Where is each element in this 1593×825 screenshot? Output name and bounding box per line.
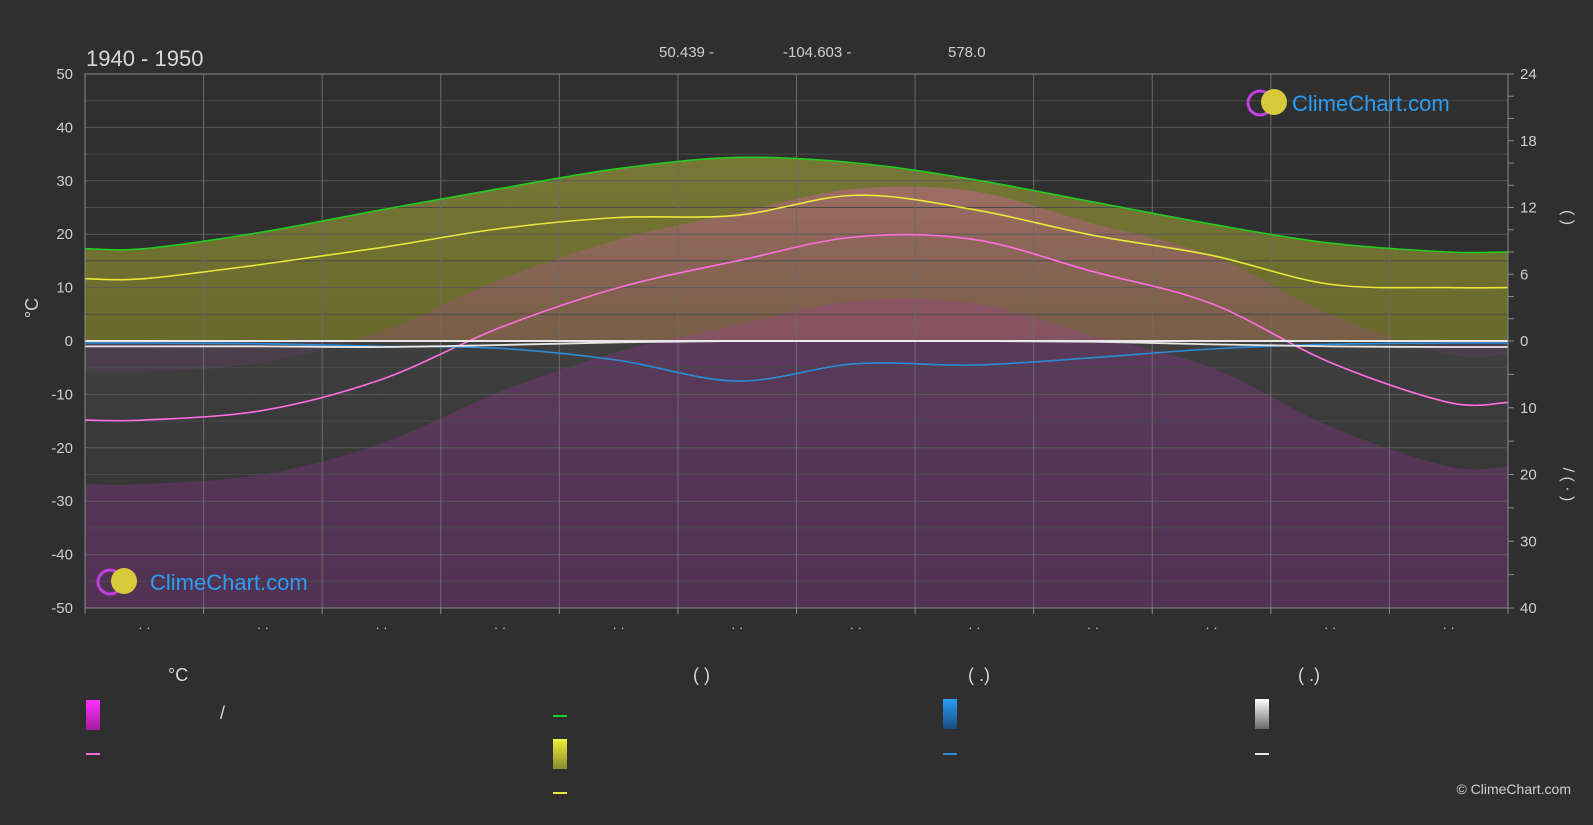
y-axis-label-right-upper: ( )	[1559, 210, 1576, 225]
legend-precip-mean-swatch	[943, 753, 957, 755]
x-tick-label: · ·	[257, 620, 269, 635]
x-tick-label: · ·	[1087, 620, 1099, 635]
logo-bottom: ClimeChart.com	[96, 568, 308, 596]
x-tick-label: · ·	[375, 620, 387, 635]
legend-daylight-header: ( )	[693, 665, 710, 685]
legend-temp-range-swatch	[86, 700, 100, 730]
elevation-label: 578.0	[948, 44, 986, 61]
y-tick-label-left: 10	[56, 280, 73, 297]
series-line-sunshine	[84, 194, 1509, 289]
y-tick-label-left: 0	[65, 333, 73, 350]
logo-text-bottom: ClimeChart.com	[150, 570, 308, 595]
x-tick-label: · ·	[138, 620, 150, 635]
y-axis-label-right-lower: / ( · )	[1559, 468, 1576, 502]
y-tick-label-right-upper: 24	[1520, 66, 1537, 83]
longitude-label: -104.603 -	[783, 44, 852, 61]
y-tick-label-left: 50	[56, 66, 73, 83]
y-tick-label-right-upper: 6	[1520, 266, 1528, 283]
logo-sun-icon	[111, 568, 137, 594]
legend-temp-range-separator: /	[220, 703, 226, 723]
legend-temp-mean-swatch	[86, 753, 100, 755]
y-tick-label-left: 20	[56, 226, 73, 243]
y-tick-label-right-upper: 0	[1520, 333, 1528, 350]
y-tick-label-left: 30	[56, 173, 73, 190]
logo-sun-icon	[1261, 89, 1287, 115]
x-tick-label: · ·	[1324, 620, 1336, 635]
logo-text-top: ClimeChart.com	[1292, 91, 1450, 116]
legend-sunshine-swatch	[553, 792, 567, 794]
y-tick-label-right-lower: 40	[1520, 600, 1537, 617]
x-tick-label: · ·	[850, 620, 862, 635]
x-tick-label: · ·	[731, 620, 743, 635]
chart-period-title: 1940 - 1950	[86, 46, 204, 71]
y-axis-label-left: °C	[22, 298, 42, 318]
x-tick-label: · ·	[612, 620, 624, 635]
y-tick-label-right-upper: 18	[1520, 133, 1537, 150]
climate-chart: 50 40 30 20 10 0 -10 -20 -30 -40 -50 °C 24 18 12 6 0 10 20…	[22, 66, 1576, 635]
copyright: © ClimeChart.com	[1456, 781, 1571, 797]
legend-precip-range-swatch	[943, 699, 957, 729]
legend-precip-header: ( .)	[968, 665, 990, 685]
x-tick-label: · ·	[494, 620, 506, 635]
legend-snow-mean-swatch	[1255, 753, 1269, 755]
legend-snow-range-swatch	[1255, 699, 1269, 729]
x-tick-label: · ·	[968, 620, 980, 635]
y-tick-label-left: -40	[51, 547, 73, 564]
latitude-label: 50.439 -	[659, 44, 715, 61]
y-tick-label-right-lower: 20	[1520, 467, 1537, 484]
y-tick-label-left: 40	[56, 119, 73, 136]
x-tick-label: · ·	[1443, 620, 1455, 635]
legend-sunshine-range-swatch	[553, 739, 567, 769]
logo-top: ClimeChart.com	[1246, 89, 1450, 117]
legend-daylight-swatch	[553, 715, 567, 717]
series-line-daylight	[84, 156, 1509, 254]
legend-temperature-header: °C	[168, 665, 189, 685]
y-tick-label-right-lower: 30	[1520, 533, 1537, 550]
legend-snow-header: ( .)	[1298, 665, 1320, 685]
y-tick-label-left: -10	[51, 386, 73, 403]
y-tick-label-left: -50	[51, 600, 73, 617]
y-tick-label-left: -30	[51, 493, 73, 510]
y-tick-label-right-lower: 10	[1520, 400, 1537, 417]
y-tick-label-left: -20	[51, 440, 73, 457]
x-tick-label: · ·	[1205, 620, 1217, 635]
y-tick-label-right-upper: 12	[1520, 200, 1537, 217]
